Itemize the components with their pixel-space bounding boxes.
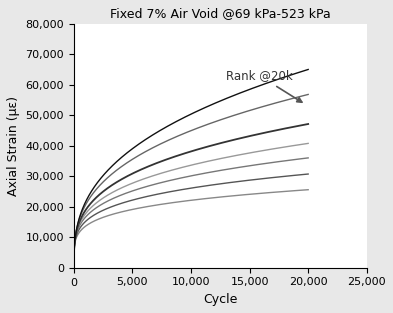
X-axis label: Cycle: Cycle [203,293,237,306]
Title: Fixed 7% Air Void @69 kPa-523 kPa: Fixed 7% Air Void @69 kPa-523 kPa [110,7,331,20]
Y-axis label: Axial Strain (με): Axial Strain (με) [7,96,20,196]
Text: Rank @20k: Rank @20k [226,69,302,102]
